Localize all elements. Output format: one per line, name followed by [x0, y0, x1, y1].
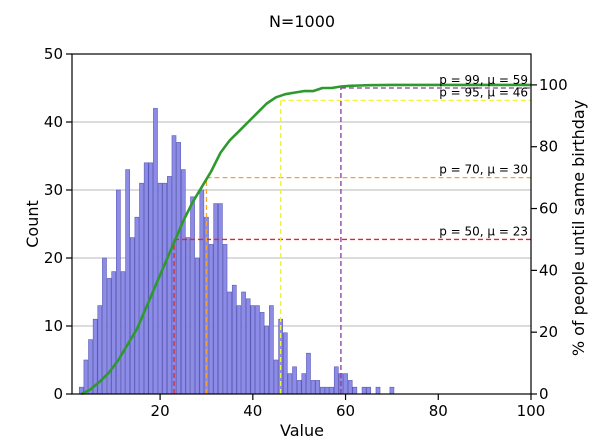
histogram-bar [106, 278, 112, 395]
histogram-bar [213, 203, 219, 395]
x-tick-label: 20 [151, 402, 170, 420]
y-tick-label: 20 [44, 249, 63, 267]
histogram-bar [162, 182, 168, 395]
y2-tick-label: 40 [539, 261, 558, 279]
histogram-bar [231, 284, 237, 395]
threshold-label: p = 99, μ = 59 [439, 73, 528, 87]
x-tick-label: 40 [243, 402, 262, 420]
y2-tick-label: 80 [539, 138, 558, 156]
histogram-bar [320, 386, 325, 395]
threshold-label: p = 50, μ = 23 [439, 224, 528, 238]
y2-axis-label: % of people until same birthday [569, 100, 588, 356]
cdf-line [80, 83, 531, 396]
y2-tick-label: 20 [539, 323, 558, 341]
histogram-bar [148, 162, 154, 395]
histogram-bar [218, 203, 223, 395]
histogram-bar [333, 366, 339, 395]
histogram-bar [347, 380, 353, 395]
histogram-bar [222, 244, 228, 395]
histogram-bar [282, 332, 288, 395]
histogram-bar [301, 373, 307, 395]
histogram-bar [343, 373, 348, 395]
histogram-bar [236, 305, 242, 395]
x-axis-label: Value [280, 421, 324, 440]
histogram-bar [273, 359, 279, 395]
x-tick-label: 100 [517, 402, 546, 420]
x-tick-label: 60 [336, 402, 355, 420]
histogram-bar [352, 386, 358, 395]
histogram-bar [366, 386, 372, 395]
histogram-bar [153, 108, 158, 395]
histogram-bar [329, 386, 334, 395]
y-tick-label: 30 [44, 181, 63, 199]
histogram-bar [120, 271, 126, 395]
histogram-bar [190, 196, 195, 395]
histogram-bar [264, 325, 270, 395]
y2-tick-label: 0 [539, 385, 549, 403]
histogram-bar [176, 142, 181, 395]
histogram-bar [389, 386, 395, 395]
cdf-line-group [80, 83, 531, 396]
y-tick-label: 10 [44, 317, 63, 335]
y-tick-label: 50 [44, 45, 63, 63]
threshold-label: p = 95, μ = 46 [439, 85, 528, 99]
histogram-bar [375, 386, 381, 395]
histogram-bar [296, 380, 302, 395]
histogram-bar [250, 305, 256, 395]
chart-title: N=1000 [269, 12, 335, 31]
histogram-bar [310, 380, 316, 395]
histogram-bars [78, 108, 395, 395]
histogram-bar [199, 189, 205, 395]
threshold-lines [173, 87, 531, 394]
y-tick-label: 0 [53, 385, 63, 403]
histogram-bar [102, 257, 107, 395]
histogram-bar [139, 182, 144, 395]
y2-axis-ticks: 0 20 40 60 80 100 [531, 76, 568, 403]
histogram-bar [83, 359, 89, 395]
histogram-bar [245, 298, 251, 395]
histogram-bar [306, 352, 311, 395]
y-axis-label: Count [23, 200, 42, 248]
histogram-bar [259, 312, 265, 395]
histogram-bar [269, 305, 274, 395]
y2-tick-label: 100 [539, 76, 568, 94]
histogram-bar [227, 291, 232, 395]
histogram-bar [194, 257, 200, 395]
histogram-bar [180, 169, 186, 395]
histogram-bar [129, 237, 135, 395]
histogram-bar [143, 162, 149, 395]
threshold-label: p = 70, μ = 30 [439, 163, 528, 177]
plot-frame [71, 53, 532, 395]
x-axis-ticks: 20 40 60 80 100 [151, 394, 546, 420]
histogram-bar [111, 271, 117, 395]
histogram-bar [134, 216, 140, 395]
histogram-bar [185, 237, 191, 395]
y-tick-label: 40 [44, 113, 63, 131]
histogram-bar [88, 339, 93, 395]
threshold-annotations: p = 50, μ = 23 p = 70, μ = 30 p = 95, μ = … [439, 73, 528, 238]
histogram-bar [315, 380, 321, 395]
histogram-bar [287, 373, 293, 395]
y-axis-ticks: 0 10 20 30 40 50 [44, 45, 72, 403]
histogram-bar [255, 305, 260, 395]
histogram-bar [208, 244, 214, 395]
histogram-bar [125, 169, 130, 395]
histogram-bar [241, 291, 246, 395]
histogram-bar [361, 386, 367, 395]
histogram-bar [167, 176, 172, 395]
histogram-bar [292, 366, 297, 395]
histogram-bar [324, 386, 330, 395]
y2-tick-label: 60 [539, 200, 558, 218]
x-tick-label: 80 [429, 402, 448, 420]
histogram-bar [157, 182, 163, 395]
